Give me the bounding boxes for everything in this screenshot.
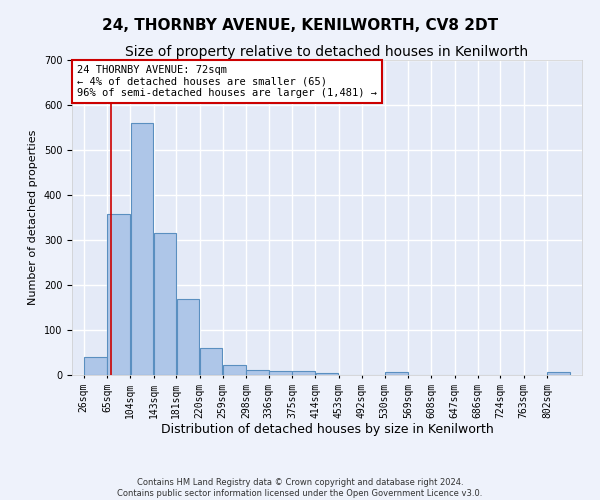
Bar (154, 233, 176, 375)
X-axis label: Distribution of detached houses by size in Kenilworth: Distribution of detached houses by size … (161, 424, 493, 436)
Y-axis label: Number of detached properties: Number of detached properties (28, 130, 38, 305)
Text: 24, THORNBY AVENUE, KENILWORTH, CV8 2DT: 24, THORNBY AVENUE, KENILWORTH, CV8 2DT (102, 18, 498, 32)
Bar (107, 214, 130, 375)
Bar (200, 348, 223, 375)
Bar (176, 300, 199, 375)
Bar (131, 123, 153, 375)
Bar (247, 370, 269, 375)
Bar (84, 357, 107, 375)
Text: Contains HM Land Registry data © Crown copyright and database right 2024.
Contai: Contains HM Land Registry data © Crown c… (118, 478, 482, 498)
Bar (292, 372, 315, 375)
Bar (547, 372, 570, 375)
Bar (223, 365, 246, 375)
Bar (269, 370, 292, 375)
Bar (316, 373, 338, 375)
Title: Size of property relative to detached houses in Kenilworth: Size of property relative to detached ho… (125, 45, 529, 59)
Text: 24 THORNBY AVENUE: 72sqm
← 4% of detached houses are smaller (65)
96% of semi-de: 24 THORNBY AVENUE: 72sqm ← 4% of detache… (77, 64, 377, 98)
Bar (385, 372, 407, 375)
